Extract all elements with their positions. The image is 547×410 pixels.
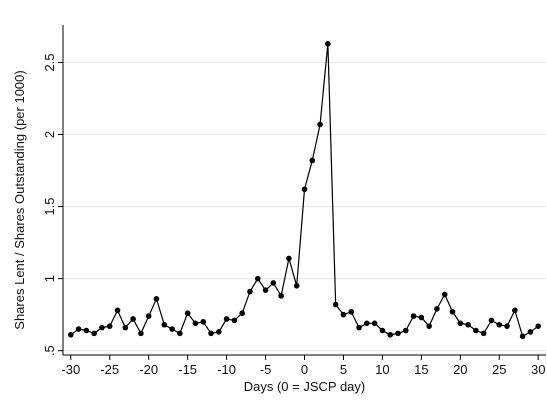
data-point <box>301 186 308 193</box>
data-point <box>75 326 82 332</box>
data-point <box>122 324 129 331</box>
data-point <box>83 327 90 334</box>
data-point <box>247 288 253 295</box>
data-point <box>293 283 300 289</box>
data-point <box>317 121 323 128</box>
data-point <box>473 327 479 334</box>
data-point <box>519 333 526 340</box>
y-tick-label: 2 <box>42 131 57 138</box>
data-point <box>114 307 121 314</box>
y-tick-label: .5 <box>42 345 57 356</box>
data-point <box>348 308 355 315</box>
x-tick-label: 15 <box>414 362 428 377</box>
data-point <box>192 320 199 327</box>
data-point <box>426 323 432 329</box>
data-point <box>99 324 105 331</box>
data-point <box>387 332 393 338</box>
data-point <box>418 314 425 321</box>
data-point <box>340 311 347 318</box>
data-point <box>364 320 370 327</box>
data-point <box>434 306 440 312</box>
data-point <box>278 293 284 299</box>
x-tick-label: 10 <box>375 362 389 377</box>
data-point <box>286 255 292 262</box>
data-point <box>130 316 136 322</box>
data-point <box>496 321 503 328</box>
x-tick-label: 20 <box>453 362 467 377</box>
y-axis-label: Shares Lent / Shares Outstanding (per 10… <box>12 70 27 329</box>
data-point <box>457 320 464 327</box>
data-point <box>527 329 534 335</box>
data-point <box>223 316 230 322</box>
data-point <box>379 327 386 334</box>
y-tick-label: 2.5 <box>42 53 57 71</box>
y-tick-label: 1.5 <box>42 198 57 216</box>
data-point <box>441 291 448 298</box>
data-point <box>106 323 113 329</box>
data-point <box>153 295 160 302</box>
data-point <box>325 40 331 47</box>
data-point <box>535 323 542 329</box>
data-point <box>254 275 261 282</box>
data-point <box>449 308 456 315</box>
x-axis-ticks: -30 -25 -20 -15 -10 -5 0 5 10 15 20 25 30 <box>61 355 545 377</box>
data-point <box>200 319 207 325</box>
data-point <box>161 321 168 328</box>
data-point <box>332 301 339 308</box>
y-tick-label: 1 <box>42 275 57 282</box>
data-point <box>177 330 183 337</box>
data-point <box>488 317 495 324</box>
series-points <box>67 40 542 340</box>
x-tick-label: -20 <box>139 362 158 377</box>
data-point <box>91 330 97 337</box>
data-point <box>231 317 238 324</box>
data-point <box>270 280 277 286</box>
data-point <box>67 332 74 338</box>
data-point <box>208 330 214 337</box>
x-tick-label: 5 <box>340 362 347 377</box>
data-point <box>504 323 510 329</box>
data-point <box>402 327 409 334</box>
data-point <box>216 329 222 335</box>
x-tick-label: -10 <box>217 362 236 377</box>
data-point <box>138 330 144 337</box>
data-point <box>145 313 152 319</box>
data-point <box>356 324 362 331</box>
y-axis-ticks: .5 1 1.5 2 2.5 <box>42 53 63 356</box>
data-point <box>239 310 245 317</box>
x-tick-label: 25 <box>492 362 506 377</box>
data-point <box>480 330 487 337</box>
data-point <box>184 310 191 317</box>
data-point <box>262 287 269 293</box>
x-tick-label: -15 <box>178 362 197 377</box>
grid-lines <box>64 61 546 352</box>
data-point <box>512 307 518 314</box>
data-point <box>169 326 175 332</box>
data-point <box>395 330 401 337</box>
data-point <box>371 320 378 327</box>
data-point <box>465 321 471 328</box>
x-axis-label: Days (0 = JSCP day) <box>244 379 366 394</box>
data-point <box>410 313 417 319</box>
x-tick-label: -25 <box>100 362 119 377</box>
x-tick-label: -5 <box>260 362 272 377</box>
x-tick-label: -30 <box>61 362 80 377</box>
x-tick-label: 30 <box>531 362 545 377</box>
data-point <box>309 157 316 164</box>
x-tick-label: 0 <box>301 362 308 377</box>
